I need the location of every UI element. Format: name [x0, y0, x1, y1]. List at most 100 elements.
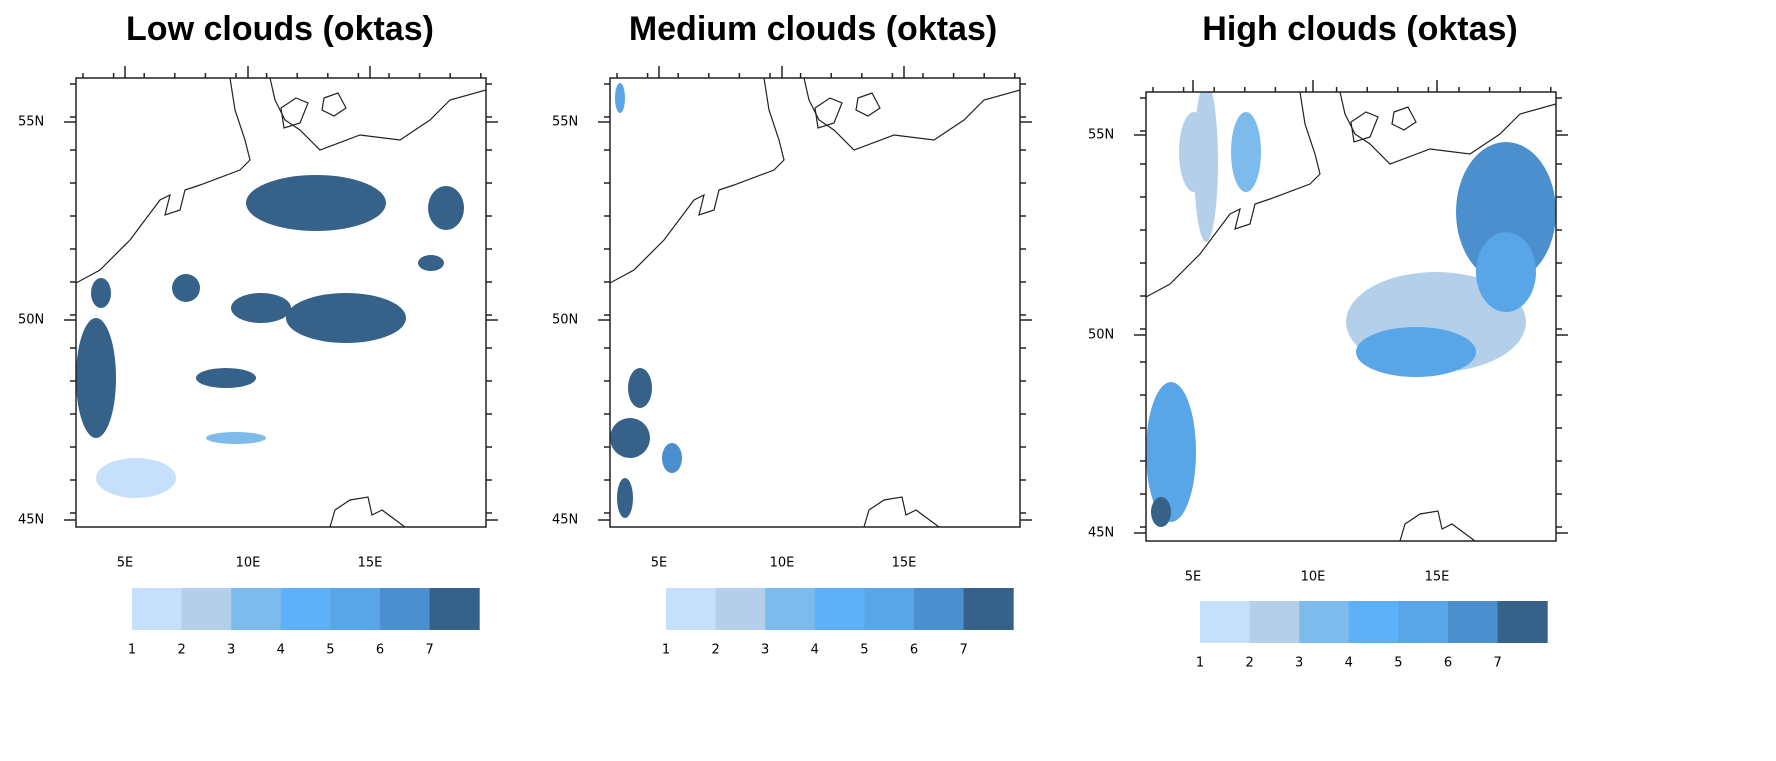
colorbar-box	[1398, 601, 1448, 643]
coastline	[281, 98, 308, 128]
lon-label: 10E	[236, 556, 261, 571]
colorbar-box	[716, 588, 766, 630]
map-content	[610, 78, 1020, 527]
lon-label: 15E	[892, 556, 917, 571]
colorbar-label: 2	[1245, 656, 1253, 671]
colorbar-box	[864, 588, 914, 630]
coastline	[322, 93, 346, 116]
colorbar-box	[132, 588, 182, 630]
colorbar-box	[1200, 601, 1250, 643]
cloud-area	[91, 278, 111, 308]
map-panel: 55N 50N 45N 5E 10E 15E	[1088, 80, 1568, 585]
colorbar-box	[914, 588, 964, 630]
coastline	[1400, 511, 1475, 541]
colorbar-label: 4	[277, 643, 285, 658]
lon-label: 5E	[651, 556, 668, 571]
cloud-area	[610, 418, 650, 458]
lon-label: 5E	[117, 556, 134, 571]
colorbar-label: 2	[177, 643, 185, 658]
lat-label: 50N	[18, 313, 44, 328]
coastline	[1392, 107, 1416, 130]
colorbar-label: 4	[811, 643, 819, 658]
cloud-area	[1476, 232, 1536, 312]
colorbar-label: 5	[1394, 656, 1402, 671]
colorbar-box	[1299, 601, 1349, 643]
coastline	[815, 98, 842, 128]
colorbar-label: 3	[227, 643, 235, 658]
cloud-area	[1356, 327, 1476, 377]
lat-label: 45N	[1088, 526, 1114, 541]
colorbar-box	[666, 588, 716, 630]
colorbar-label: 7	[1493, 656, 1501, 671]
cloud-area	[96, 458, 176, 498]
lat-label: 45N	[552, 513, 578, 528]
lat-label: 45N	[18, 513, 44, 528]
map-panel: 55N 50N 45N 5E 10E 15E	[18, 66, 498, 571]
coastline	[856, 93, 880, 116]
cloud-area	[1146, 382, 1196, 522]
cloud-area	[206, 432, 266, 444]
coastline	[1351, 112, 1378, 142]
map-content	[1146, 82, 1556, 541]
coastline	[864, 497, 939, 527]
colorbar-label: 1	[1196, 656, 1204, 671]
colorbar-label: 6	[910, 643, 918, 658]
cloud-area	[231, 293, 291, 323]
colorbar-box	[380, 588, 430, 630]
panel-title: Low clouds (oktas)	[126, 10, 434, 48]
cloud-area	[615, 83, 625, 113]
colorbar-label: 7	[425, 643, 433, 658]
lon-label: 10E	[770, 556, 795, 571]
colorbar-label: 7	[959, 643, 967, 658]
panel-title: Medium clouds (oktas)	[629, 10, 997, 48]
lon-label: 5E	[1185, 570, 1202, 585]
colorbar-box	[1498, 601, 1548, 643]
colorbar-label: 4	[1345, 656, 1353, 671]
map-content	[76, 78, 486, 527]
lat-label: 50N	[1088, 328, 1114, 343]
colorbar-box	[1349, 601, 1399, 643]
panel-title: High clouds (oktas)	[1202, 10, 1517, 48]
coastline	[330, 497, 405, 527]
cloud-area	[1179, 112, 1209, 192]
cloud-area	[76, 318, 116, 438]
colorbar-label: 3	[761, 643, 769, 658]
colorbar-box	[231, 588, 281, 630]
colorbar-box	[815, 588, 865, 630]
cloud-area	[662, 443, 682, 473]
coastline	[76, 78, 250, 283]
cloud-area	[196, 368, 256, 388]
lon-label: 15E	[1425, 570, 1450, 585]
colorbar-label: 2	[711, 643, 719, 658]
colorbar-box	[765, 588, 815, 630]
coastline	[804, 78, 1020, 150]
colorbar-label: 5	[326, 643, 334, 658]
lon-label: 10E	[1301, 570, 1326, 585]
lat-label: 55N	[18, 115, 44, 130]
coastline	[270, 78, 486, 150]
colorbar-label: 1	[662, 643, 670, 658]
colorbar-label: 1	[128, 643, 136, 658]
coastline	[610, 78, 784, 283]
cloud-area	[428, 186, 464, 230]
lon-label: 15E	[358, 556, 383, 571]
colorbar-label: 6	[1444, 656, 1452, 671]
cloud-area	[1151, 497, 1171, 527]
colorbar-box	[1448, 601, 1498, 643]
colorbar-box	[182, 588, 232, 630]
colorbar-label: 5	[860, 643, 868, 658]
cloud-area	[418, 255, 444, 271]
colorbar-label: 6	[376, 643, 384, 658]
coastline	[1146, 92, 1320, 297]
cloud-area	[286, 293, 406, 343]
colorbar-box	[1250, 601, 1300, 643]
cloud-area	[628, 368, 652, 408]
colorbar-box	[430, 588, 480, 630]
colorbar-box	[330, 588, 380, 630]
colorbar-box	[964, 588, 1014, 630]
colorbar-box	[281, 588, 331, 630]
cloud-area	[246, 175, 386, 231]
cloud-area	[172, 274, 200, 302]
lat-label: 55N	[1088, 128, 1114, 143]
